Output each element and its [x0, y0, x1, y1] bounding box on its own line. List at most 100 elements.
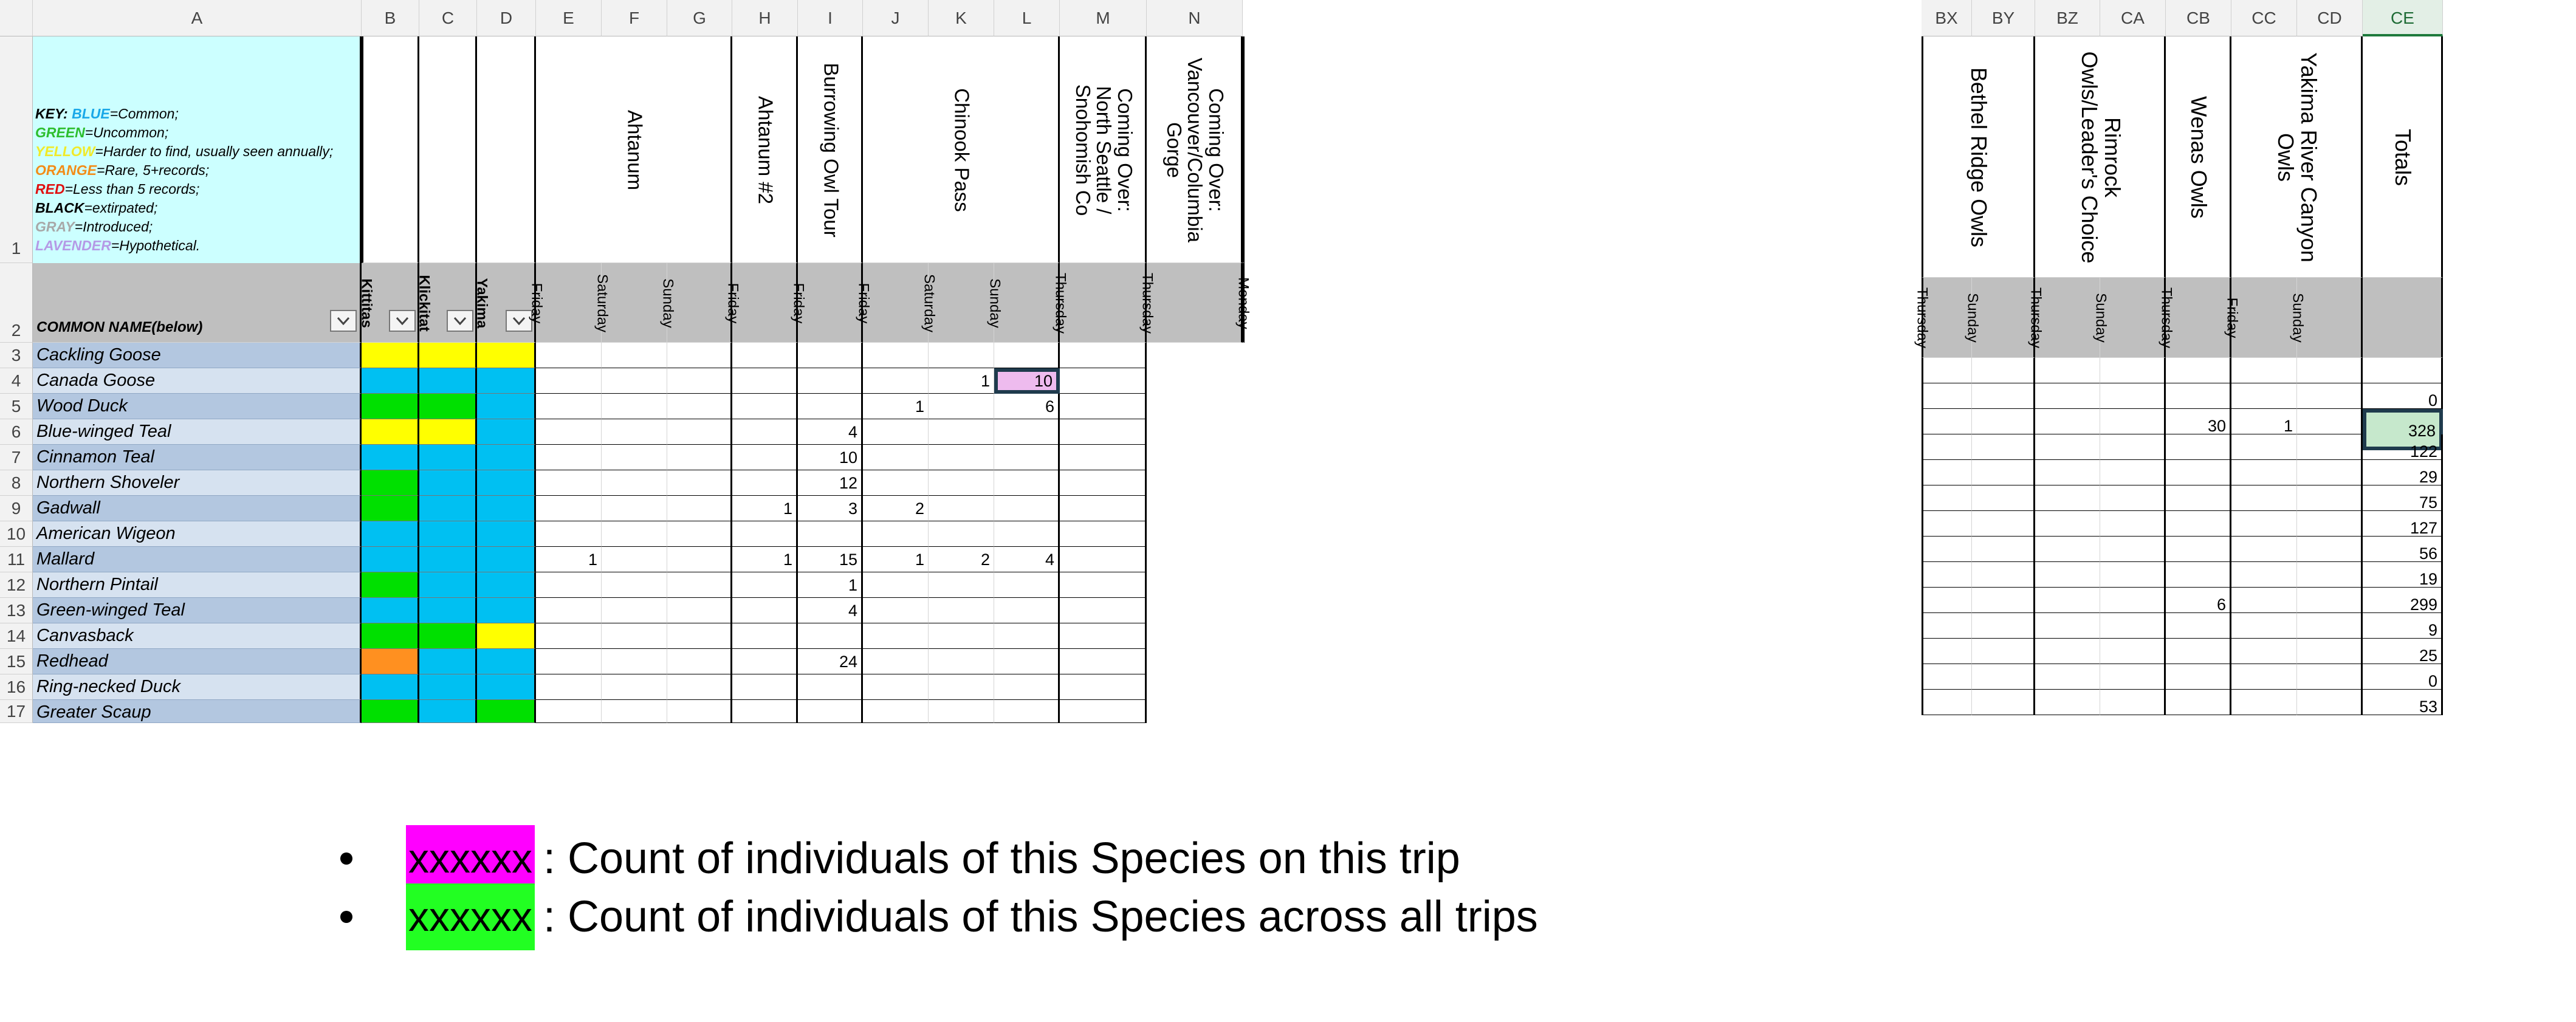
count-cell[interactable] [1060, 700, 1147, 723]
count-cell[interactable] [2166, 358, 2231, 383]
count-cell[interactable] [667, 368, 732, 394]
count-cell[interactable]: 1 [798, 572, 863, 598]
count-cell[interactable] [1972, 664, 2035, 690]
count-cell[interactable] [2166, 511, 2231, 537]
count-cell[interactable] [2100, 383, 2166, 409]
count-cell[interactable] [2166, 383, 2231, 409]
count-cell[interactable]: 4 [798, 419, 863, 445]
row-header-3[interactable]: 3 [0, 343, 33, 368]
count-cell[interactable] [667, 496, 732, 521]
count-cell[interactable] [667, 470, 732, 496]
count-cell[interactable] [2100, 537, 2166, 562]
count-cell[interactable] [2297, 434, 2363, 460]
count-cell[interactable] [1922, 460, 1972, 485]
count-cell[interactable] [2231, 485, 2297, 511]
count-cell[interactable] [1972, 639, 2035, 664]
count-cell[interactable] [994, 623, 1060, 649]
count-cell[interactable] [2231, 639, 2297, 664]
filter-button-yakima[interactable] [506, 310, 532, 332]
count-cell[interactable] [2297, 485, 2363, 511]
count-cell[interactable] [536, 623, 602, 649]
count-cell[interactable] [1060, 623, 1147, 649]
count-cell[interactable] [798, 623, 863, 649]
count-cell[interactable] [994, 572, 1060, 598]
count-cell[interactable] [929, 445, 994, 470]
count-cell[interactable] [2297, 562, 2363, 588]
count-cell[interactable] [1972, 588, 2035, 613]
row-header-12[interactable]: 12 [0, 572, 33, 598]
count-cell[interactable] [994, 343, 1060, 368]
count-cell[interactable] [1972, 460, 2035, 485]
count-cell[interactable] [2166, 434, 2231, 460]
column-header-A[interactable]: A [33, 0, 362, 36]
count-cell[interactable] [602, 445, 667, 470]
column-header-C[interactable]: C [419, 0, 477, 36]
count-cell[interactable] [732, 700, 798, 723]
count-cell[interactable] [2297, 639, 2363, 664]
total-cell[interactable]: 127 [2363, 511, 2443, 537]
count-cell[interactable] [1972, 358, 2035, 383]
count-cell[interactable] [1972, 409, 2035, 434]
count-cell[interactable] [929, 623, 994, 649]
count-cell[interactable] [2035, 690, 2100, 715]
count-cell[interactable] [2100, 690, 2166, 715]
count-cell[interactable]: 6 [2166, 588, 2231, 613]
count-cell[interactable] [2166, 485, 2231, 511]
count-cell[interactable] [602, 623, 667, 649]
column-header-CD[interactable]: CD [2297, 0, 2363, 36]
count-cell[interactable] [2100, 613, 2166, 639]
count-cell[interactable] [929, 572, 994, 598]
count-cell[interactable] [863, 445, 929, 470]
count-cell[interactable] [2035, 409, 2100, 434]
count-cell[interactable] [2166, 460, 2231, 485]
column-header-CA[interactable]: CA [2100, 0, 2166, 36]
total-cell[interactable]: 29 [2363, 460, 2443, 485]
count-cell[interactable] [863, 598, 929, 623]
count-cell[interactable] [732, 674, 798, 700]
count-cell[interactable] [667, 419, 732, 445]
count-cell[interactable] [1060, 343, 1147, 368]
column-header-F[interactable]: F [602, 0, 667, 36]
count-cell[interactable] [602, 674, 667, 700]
count-cell[interactable] [994, 445, 1060, 470]
count-cell[interactable] [2166, 562, 2231, 588]
count-cell[interactable] [2297, 537, 2363, 562]
count-cell[interactable] [994, 496, 1060, 521]
count-cell[interactable] [2231, 383, 2297, 409]
column-header-D[interactable]: D [477, 0, 536, 36]
count-cell[interactable] [929, 496, 994, 521]
count-cell[interactable] [2231, 358, 2297, 383]
count-cell[interactable] [2035, 537, 2100, 562]
count-cell[interactable] [2297, 409, 2363, 434]
count-cell[interactable] [929, 598, 994, 623]
count-cell[interactable]: 1 [732, 496, 798, 521]
count-cell[interactable] [1060, 496, 1147, 521]
column-header-BX[interactable]: BX [1922, 0, 1972, 36]
row-header-9[interactable]: 9 [0, 496, 33, 521]
count-cell[interactable]: 1 [863, 394, 929, 419]
count-cell[interactable] [2297, 664, 2363, 690]
count-cell[interactable] [2035, 511, 2100, 537]
count-cell[interactable] [602, 368, 667, 394]
count-cell[interactable] [2231, 460, 2297, 485]
count-cell[interactable] [2035, 358, 2100, 383]
count-cell[interactable] [2231, 537, 2297, 562]
count-cell[interactable] [2100, 664, 2166, 690]
total-cell[interactable]: 122 [2363, 434, 2443, 460]
total-cell[interactable] [2363, 358, 2443, 383]
row-header-8[interactable]: 8 [0, 470, 33, 496]
count-cell[interactable] [1922, 613, 1972, 639]
row-header-4[interactable]: 4 [0, 368, 33, 394]
total-cell[interactable]: 75 [2363, 485, 2443, 511]
count-cell[interactable] [1922, 383, 1972, 409]
count-cell[interactable]: 1 [536, 547, 602, 572]
column-header-N[interactable]: N [1147, 0, 1243, 36]
count-cell[interactable] [863, 700, 929, 723]
corner-select-all[interactable] [0, 0, 33, 36]
filter-button-kittitas[interactable] [389, 310, 416, 332]
count-cell[interactable] [1972, 537, 2035, 562]
count-cell[interactable] [798, 521, 863, 547]
count-cell[interactable] [667, 343, 732, 368]
count-cell[interactable] [2035, 562, 2100, 588]
count-cell[interactable]: 3 [798, 496, 863, 521]
